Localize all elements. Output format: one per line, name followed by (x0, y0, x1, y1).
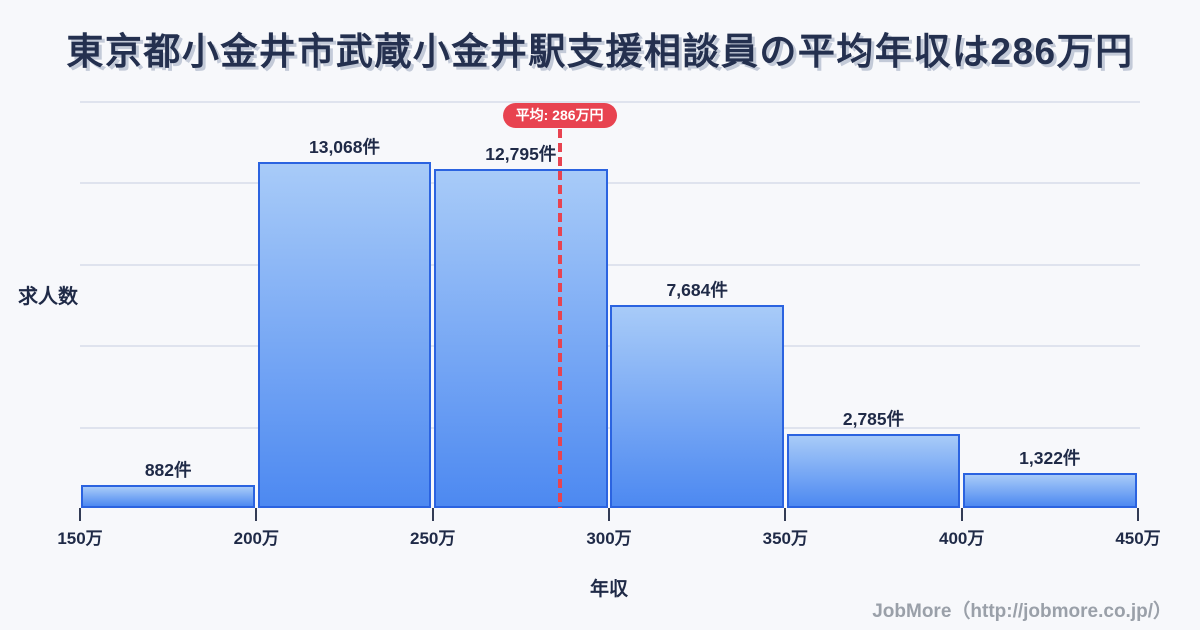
bar-value-label: 12,795件 (485, 144, 557, 164)
x-axis-tick-label: 450万 (1115, 529, 1161, 548)
x-axis-tick (784, 508, 787, 521)
page-title: 東京都小金井市武蔵小金井駅支援相談員の平均年収は286万円 (66, 31, 1134, 72)
x-axis-tick-label: 300万 (586, 529, 632, 548)
gridline (80, 427, 1140, 429)
histogram-bar (81, 485, 255, 508)
bar-value-label: 7,684件 (666, 280, 728, 300)
x-axis-tick-label: 250万 (410, 529, 456, 548)
x-axis-tick (960, 508, 963, 521)
x-axis-tick (608, 508, 610, 521)
bar-value-label: 2,785件 (842, 409, 905, 429)
histogram-bar (963, 473, 1137, 508)
histogram-bar (257, 162, 432, 508)
x-axis-tick-label: 200万 (233, 529, 279, 548)
x-axis-tick (431, 508, 434, 521)
bar-value-label: 882件 (144, 460, 192, 480)
bar-value-label: 1,322件 (1019, 448, 1081, 468)
x-axis-label: 年収 (589, 579, 628, 600)
footer-credit: JobMore（http://jobmore.co.jp/） (872, 601, 1172, 622)
gridline (80, 101, 1140, 103)
gridline (80, 264, 1140, 266)
y-axis-label: 求人数 (18, 286, 78, 308)
histogram-bar (434, 169, 608, 508)
x-axis-tick (1137, 508, 1139, 521)
x-axis-tick-label: 400万 (939, 529, 985, 548)
gridline (80, 345, 1140, 347)
x-axis-tick (79, 508, 81, 521)
bar-value-label: 13,068件 (308, 137, 381, 157)
x-axis-tick-label: 350万 (762, 529, 808, 548)
mean-badge: 平均: 286万円 (502, 103, 617, 128)
x-axis-tick (255, 508, 258, 521)
histogram-bar (610, 305, 784, 508)
histogram-bar (786, 434, 961, 508)
gridline (80, 182, 1140, 184)
x-axis-tick-label: 150万 (57, 529, 103, 548)
mean-dashed-line (557, 129, 562, 508)
